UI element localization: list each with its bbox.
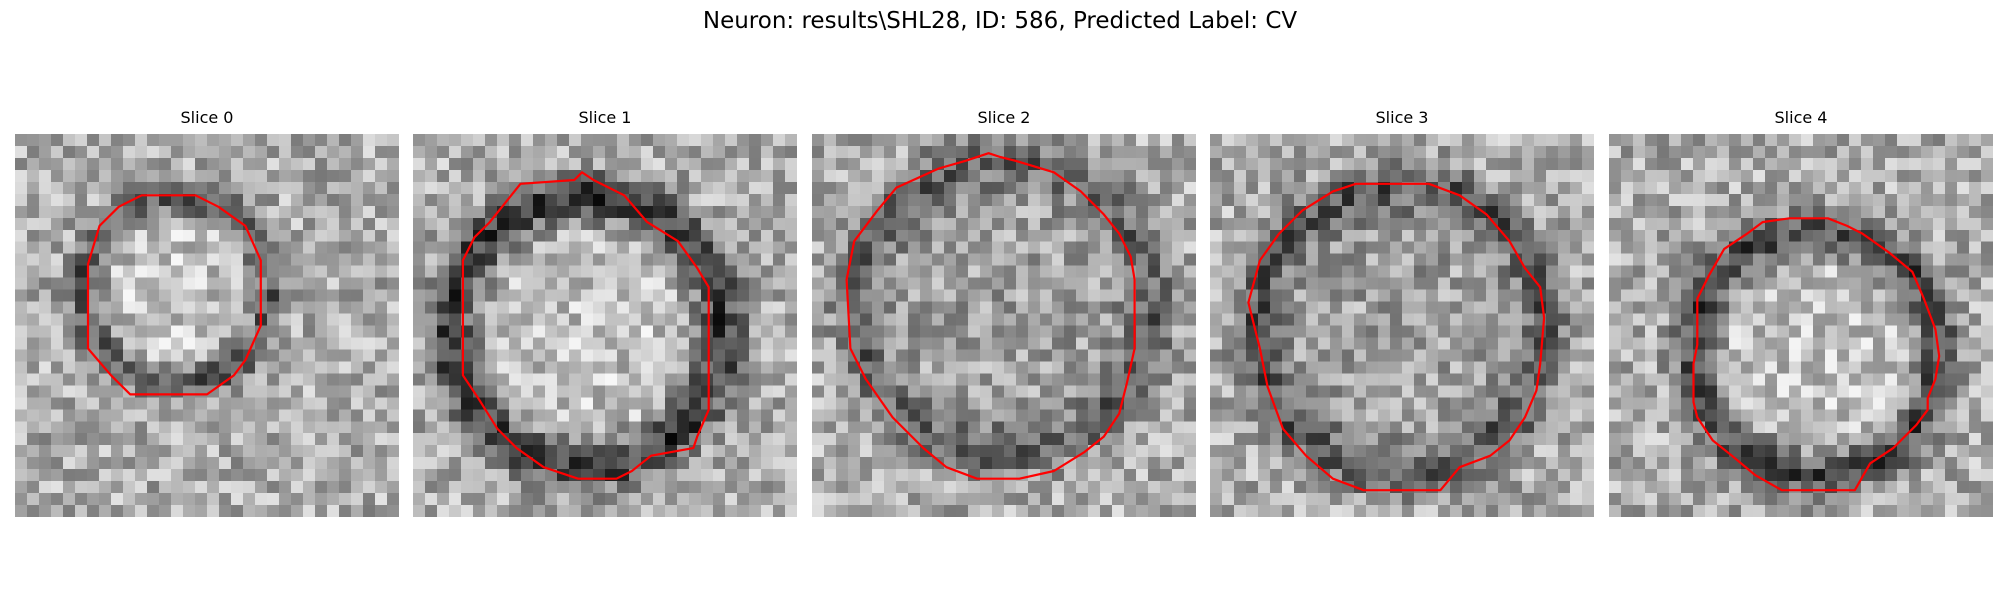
slice-title: Slice 0: [180, 108, 234, 127]
slice-svg: [15, 134, 399, 517]
pixel-grid: [413, 134, 797, 517]
figure-title: Neuron: results\SHL28, ID: 586, Predicte…: [702, 8, 1298, 34]
slice-image: [812, 134, 1196, 517]
slice-title: Slice 4: [1774, 108, 1828, 127]
pixel-grid: [1609, 134, 1993, 517]
pixel-grid: [1210, 134, 1594, 517]
slice-image: [1210, 134, 1594, 517]
slice-svg: [1609, 134, 1993, 517]
slice-svg: [413, 134, 797, 517]
slice-title: Slice 3: [1375, 108, 1429, 127]
slice-image: [413, 134, 797, 517]
slice-title: Slice 1: [578, 108, 632, 127]
slice-image: [1609, 134, 1993, 517]
pixel-grid: [15, 134, 399, 517]
slice-image: [15, 134, 399, 517]
cell-contour: [86, 194, 262, 396]
cell-contour: [845, 152, 1136, 480]
slice-title: Slice 2: [977, 108, 1031, 127]
slice-svg: [1210, 134, 1594, 517]
pixel-grid: [812, 134, 1196, 517]
cell-contour: [1247, 182, 1546, 492]
slice-svg: [812, 134, 1196, 517]
cell-contour: [461, 171, 710, 480]
cell-contour: [1692, 217, 1941, 492]
